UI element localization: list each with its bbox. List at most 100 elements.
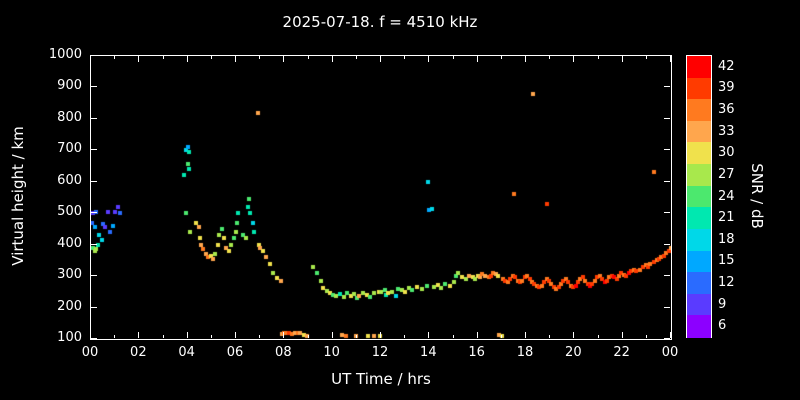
x-tick-label: 20: [565, 345, 582, 360]
x-tickmark: [573, 332, 575, 338]
chart-title: 2025-07-18. f = 4510 kHz: [282, 13, 478, 31]
colorbar-tick-label: 27: [718, 166, 735, 182]
x-tickmark: [573, 56, 575, 62]
x-minor-tickmark: [549, 335, 551, 338]
y-tick-label: 900: [57, 78, 82, 94]
y-tickmark: [664, 149, 670, 151]
x-tickmark: [428, 332, 430, 338]
colorbar-title: SNR / dB: [748, 163, 766, 229]
y-tickmark: [91, 117, 97, 119]
x-tick-label: 12: [371, 345, 389, 360]
x-tickmark: [138, 56, 140, 62]
x-minor-tickmark: [210, 335, 212, 338]
y-tickmark: [91, 86, 97, 88]
y-tickmark: [91, 149, 97, 151]
x-tick-label: 10: [323, 345, 340, 360]
y-tickmark: [91, 243, 97, 245]
x-minor-tickmark: [307, 335, 309, 338]
y-axis-title: Virtual height / km: [9, 126, 27, 266]
colorbar-band: [687, 272, 711, 295]
colorbar-tick-label: 12: [718, 274, 735, 290]
x-tickmark: [331, 332, 333, 338]
y-tickmark: [664, 275, 670, 277]
x-tickmark: [380, 56, 381, 62]
y-tickmark: [91, 55, 97, 56]
x-minor-tickmark: [355, 335, 357, 338]
colorbar-tick-label: 9: [718, 296, 727, 312]
x-minor-tickmark: [162, 56, 164, 59]
x-tickmark: [621, 332, 623, 338]
colorbar-tick-label: 42: [718, 58, 735, 74]
x-tickmark: [186, 332, 188, 338]
colorbar-band: [687, 315, 711, 338]
colorbar-tick-label: 18: [718, 231, 735, 247]
colorbar-band: [687, 56, 711, 79]
x-tick-label: 02: [130, 345, 147, 360]
x-minor-tickmark: [404, 56, 406, 59]
x-tickmark: [428, 56, 430, 62]
y-tick-label: 300: [57, 267, 82, 283]
colorbar-band: [687, 120, 711, 144]
y-tick-label: 400: [57, 235, 82, 251]
colorbar-band: [687, 250, 711, 273]
x-tick-label: 16: [468, 345, 485, 360]
y-tick-label: 500: [57, 204, 82, 220]
y-tickmark: [664, 117, 670, 119]
x-tickmark: [331, 56, 333, 62]
y-tickmark: [664, 55, 670, 56]
y-tick-label: 800: [57, 109, 82, 125]
x-tickmark: [525, 56, 526, 62]
x-tickmark: [621, 56, 623, 62]
y-tickmark: [91, 306, 97, 308]
x-minor-tickmark: [500, 56, 502, 59]
x-tick-label: 06: [226, 345, 244, 360]
colorbar: [686, 55, 712, 338]
x-minor-tickmark: [114, 56, 116, 59]
x-tick-label: 18: [516, 345, 534, 360]
x-minor-tickmark: [355, 56, 357, 59]
x-tickmark: [283, 332, 285, 338]
x-tickmark: [90, 56, 91, 62]
x-tickmark: [235, 332, 236, 338]
x-minor-tickmark: [597, 335, 599, 338]
x-minor-tickmark: [597, 56, 599, 59]
x-tick-label: 04: [178, 345, 195, 360]
colorbar-band: [687, 99, 711, 122]
x-minor-tickmark: [500, 335, 502, 338]
x-tick-label: 22: [613, 345, 630, 360]
x-minor-tickmark: [645, 56, 647, 59]
colorbar-tick-label: 6: [718, 318, 727, 334]
colorbar-band: [687, 77, 711, 100]
colorbar-tick-label: 39: [718, 80, 735, 96]
x-tick-label: 00: [661, 345, 679, 360]
y-tick-label: 200: [57, 298, 82, 314]
plot-area: [90, 55, 672, 340]
x-tickmark: [138, 332, 140, 338]
x-tickmark: [235, 56, 236, 62]
x-minor-tickmark: [404, 335, 406, 338]
y-tickmark: [664, 86, 670, 88]
y-tickmark: [91, 275, 97, 277]
colorbar-tick-label: 30: [718, 145, 735, 161]
y-tick-label: 700: [57, 141, 82, 157]
x-tickmark: [476, 56, 478, 62]
x-tickmark: [670, 332, 671, 338]
colorbar-band: [687, 185, 711, 208]
colorbar-tick-label: 33: [718, 123, 735, 139]
x-minor-tickmark: [162, 335, 164, 338]
colorbar-tick-label: 21: [718, 210, 735, 226]
y-tickmark: [91, 338, 97, 339]
y-tickmark: [664, 180, 670, 182]
y-tickmark: [664, 212, 670, 214]
x-minor-tickmark: [549, 56, 551, 59]
x-tickmark: [525, 332, 526, 338]
x-tick-label: 14: [420, 345, 437, 360]
x-tickmark: [186, 56, 188, 62]
y-tickmark: [664, 306, 670, 308]
x-minor-tickmark: [307, 56, 309, 59]
x-minor-tickmark: [210, 56, 212, 59]
x-minor-tickmark: [259, 335, 261, 338]
y-tick-label: 100: [57, 330, 82, 345]
x-tickmark: [380, 332, 381, 338]
scatter-canvas: [91, 56, 671, 339]
